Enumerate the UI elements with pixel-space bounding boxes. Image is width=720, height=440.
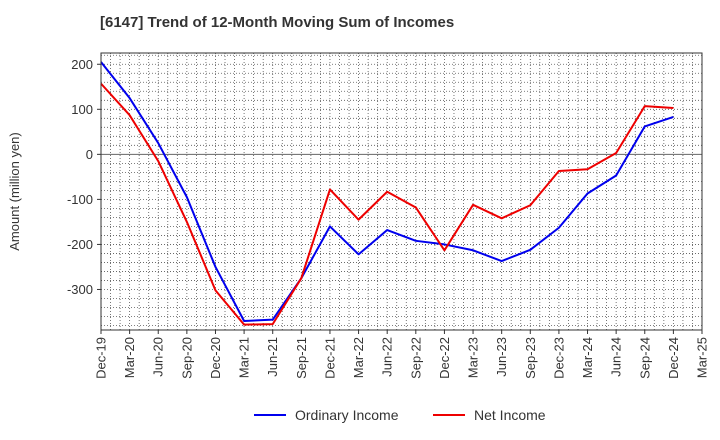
net-income-line [100, 82, 674, 326]
x-tick-label: Jun-24 [609, 337, 624, 377]
x-tick-label: Mar-22 [351, 337, 366, 378]
x-tick-label: Mar-20 [122, 337, 137, 378]
y-axis-title: Amount (million yen) [7, 132, 22, 251]
x-tick-label: Mar-21 [237, 337, 252, 378]
x-tick-label: Mar-23 [466, 337, 481, 378]
grid-layer [101, 53, 702, 330]
ordinary-income-line [100, 61, 674, 322]
x-tick-label: Jun-22 [380, 337, 395, 377]
x-tick-label: Dec-24 [666, 337, 681, 379]
y-tick-label: 100 [71, 102, 93, 117]
x-tick-label: Jun-21 [265, 337, 280, 377]
y-tick-label: -300 [67, 282, 93, 297]
y-tick-label: 0 [86, 147, 93, 162]
y-tick-label: -100 [67, 192, 93, 207]
plot-frame [100, 52, 703, 331]
x-tick-label: Sep-21 [294, 337, 309, 379]
x-tick-label: Jun-23 [494, 337, 509, 377]
ordinary-income-legend-label: Ordinary Income [295, 407, 399, 423]
chart-title: [6147] Trend of 12-Month Moving Sum of I… [100, 14, 455, 31]
x-tick-label: Mar-25 [695, 337, 710, 378]
y-axis: 200 100 0 -100 -200 -300 [67, 57, 101, 297]
x-tick-label: Dec-20 [208, 337, 223, 379]
x-tick-label: Dec-22 [437, 337, 452, 379]
series-layer [100, 61, 674, 326]
x-tick-label: Sep-22 [408, 337, 423, 379]
x-tick-label: Dec-19 [94, 337, 109, 379]
y-tick-label: 200 [71, 57, 93, 72]
x-tick-label: Dec-23 [551, 337, 566, 379]
legend: Ordinary Income Net Income [254, 407, 546, 423]
y-tick-label: -200 [67, 237, 93, 252]
x-tick-label: Jun-20 [151, 337, 166, 377]
net-income-legend-label: Net Income [474, 407, 546, 423]
x-tick-label: Sep-23 [523, 337, 538, 379]
x-tick-label: Mar-24 [580, 337, 595, 378]
x-tick-label: Sep-24 [637, 337, 652, 379]
x-tick-label: Dec-21 [322, 337, 337, 379]
x-axis: Dec-19 Mar-20 Jun-20 Sep-20 Dec-20 Mar-21 Jun-… [94, 330, 710, 379]
x-tick-label: Sep-20 [179, 337, 194, 379]
